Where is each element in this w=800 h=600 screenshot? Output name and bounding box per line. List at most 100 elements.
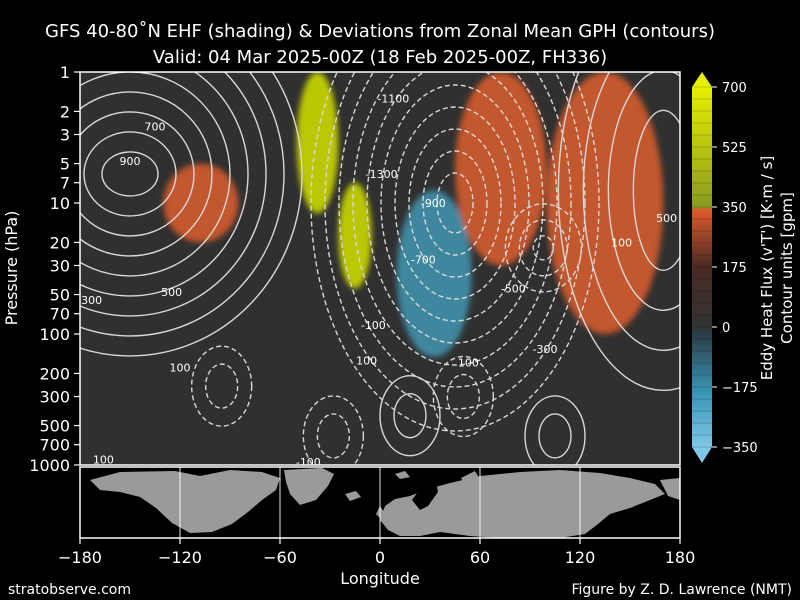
negative-contour-1	[422, 150, 488, 256]
lower-contour-0-0	[204, 363, 239, 409]
contour-label-2: -1100	[377, 93, 409, 106]
chart-title: GFS 40-80˚N EHF (shading) & Deviations f…	[45, 21, 715, 42]
contour-label-14: -300	[533, 343, 558, 356]
lower-contour-3-0	[446, 373, 481, 420]
contour-label-13: 100	[458, 356, 479, 369]
y-tick-label: 100	[39, 325, 70, 344]
y-tick-label: 10	[50, 194, 70, 213]
contour-label-10: 500	[656, 212, 677, 225]
lower-contour-1-0	[316, 413, 351, 459]
y-tick-label: 200	[39, 364, 70, 383]
y-tick-label: 1000	[29, 456, 70, 475]
landmass-eurasia	[380, 470, 665, 538]
x-tick-label: 120	[565, 548, 596, 567]
world-map-panel	[79, 466, 681, 539]
lower-contour-4-1	[524, 395, 586, 465]
colorbar-tick-label: 175	[722, 261, 747, 276]
lower-contour-2-0	[393, 392, 427, 439]
y-tick-label: 1	[60, 63, 70, 82]
landmass-scandinavia	[412, 482, 438, 510]
colorbar-tick-label: −175	[722, 381, 758, 396]
positive-contour-east-1	[607, 72, 680, 311]
x-tick-label: −60	[263, 548, 297, 567]
y-tick-label: 30	[50, 257, 70, 276]
negative-contour-3	[394, 106, 516, 300]
colorbar-label-ehf: Eddy Heat Flux (v'T') [K·m / s]	[758, 156, 776, 381]
contour-label-7: 300	[81, 294, 102, 307]
positive-contour-east-0	[632, 109, 680, 271]
positive-contour-4	[80, 72, 231, 277]
ehf-feature-2	[396, 190, 472, 358]
contour-label-17: 100	[93, 454, 114, 467]
positive-contour-7	[80, 72, 285, 337]
positive-contour-3	[80, 91, 213, 257]
negative-contour-8	[324, 72, 586, 410]
positive-contour-0	[101, 151, 159, 197]
y-tick-label: 300	[39, 388, 70, 407]
y-tick-label: 5	[60, 155, 70, 174]
negative-contour-small-2	[504, 203, 583, 293]
positive-contour-8	[80, 72, 303, 357]
x-axis: −180 −120 −60 0 60 120 180	[58, 538, 695, 567]
x-axis-label: Longitude	[340, 569, 420, 588]
y-tick-label: 70	[50, 305, 70, 324]
contour-label-8: -500	[501, 283, 526, 296]
lower-contour-2-1	[379, 374, 441, 457]
negative-contour-small-0	[532, 235, 555, 261]
contour-label-16: -100	[296, 456, 321, 469]
negative-contour-2	[408, 128, 502, 278]
x-tick-label: −180	[58, 548, 102, 567]
x-tick-label: −120	[158, 548, 202, 567]
colorbar-tick-label: 350	[722, 201, 747, 216]
x-tick-label: 60	[470, 548, 490, 567]
ehf-feature-3	[163, 163, 239, 243]
negative-contour-9	[310, 72, 600, 432]
contour-label-12: 100	[356, 355, 377, 368]
y-tick-label: 2	[60, 102, 70, 121]
colorbar: 700 525 350 175 0 −175 −350 Eddy Heat Flux (v'…	[692, 72, 796, 463]
positive-contour-east-3	[557, 72, 680, 391]
plot-area: 700 900 -1100 -1300 -900 -700 500 300 -500 100 500…	[79, 71, 681, 469]
colorbar-label-contours: Contour units [gpm]	[778, 192, 796, 344]
lower-contour-0-1	[190, 345, 253, 427]
contour-label-1: 900	[120, 155, 141, 168]
colorbar-tick-label: 525	[722, 141, 747, 156]
ehf-feature-5	[455, 72, 547, 266]
landmass-iceland	[345, 491, 361, 501]
contour-label-11: -100	[361, 319, 386, 332]
y-tick-label: 500	[39, 417, 70, 436]
colorbar-tick-label: 700	[722, 81, 747, 96]
contour-label-15: 100	[170, 361, 191, 374]
y-tick-label: 50	[50, 286, 70, 305]
y-tick-label: 7	[60, 174, 70, 193]
landmass-chukotka	[660, 478, 680, 500]
ehf-shading	[163, 72, 664, 358]
positive-contour-east-2	[582, 72, 680, 351]
x-tick-label: 180	[665, 548, 696, 567]
positive-contour-5	[80, 72, 249, 297]
landmass-novaya-zemlya	[461, 471, 478, 486]
y-tick-label: 20	[50, 233, 70, 252]
positive-contour-2	[80, 111, 195, 237]
contour-label-5: -700	[411, 254, 436, 267]
colorbar-tick-label: 0	[722, 321, 730, 336]
positive-contour-1	[83, 131, 177, 217]
footer-site: stratobserve.com	[8, 582, 131, 598]
landmass-svalbard	[395, 471, 410, 479]
contour-label-9: 100	[611, 236, 632, 249]
negative-contour-4	[380, 84, 530, 322]
footer-credit: Figure by Z. D. Lawrence (NMT)	[571, 582, 792, 598]
contour-label-4: -900	[421, 197, 446, 210]
negative-contour-0	[436, 172, 474, 234]
lower-contour-3-1	[432, 355, 495, 438]
ehf-feature-0	[296, 72, 339, 214]
lower-contour-1-1	[302, 395, 365, 465]
contour-label-3: -1300	[366, 168, 398, 181]
ehf-feature-4	[546, 72, 664, 334]
contour-label-6: 500	[161, 286, 182, 299]
negative-contour-5	[366, 72, 544, 344]
positive-contour-6	[80, 72, 267, 317]
chart-subtitle: Valid: 04 Mar 2025-00Z (18 Feb 2025-00Z,…	[153, 47, 607, 68]
